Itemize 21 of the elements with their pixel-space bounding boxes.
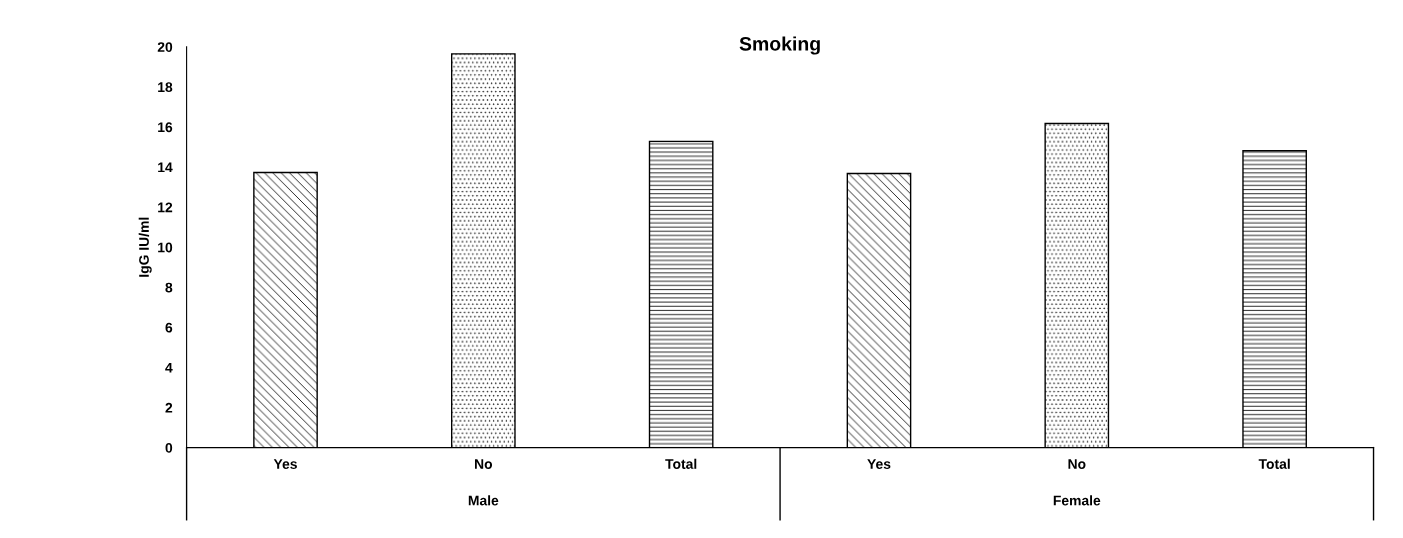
text: Female [1053, 495, 1101, 506]
y-tick-label: 8 [165, 282, 173, 293]
x-tick-label: Total [665, 458, 697, 469]
y-tick-label: 18 [158, 82, 173, 93]
y-tick-label: 6 [165, 322, 173, 333]
y-tick-label: 12 [158, 202, 173, 213]
x-tick-label: Total [1258, 458, 1290, 469]
x-tick-label: Yes [867, 459, 891, 469]
y-tick-label: 20 [157, 42, 173, 52]
y-tick-label: 4 [165, 362, 173, 373]
text: Male [468, 495, 499, 506]
x-tick-label: Yes [273, 459, 297, 469]
y-tick-label: 2 [165, 402, 173, 413]
y-tick-label: 10 [158, 242, 173, 253]
x-tick-label: No [475, 459, 493, 469]
y-tick-label: 16 [158, 122, 173, 133]
x-tick-label: No [1068, 459, 1086, 469]
chart-title: Smoking [739, 36, 820, 55]
y-axis-title: IgG IU/ml [138, 217, 152, 277]
y-tick-label: 14 [158, 162, 173, 173]
y-tick-label: 0 [165, 442, 173, 453]
